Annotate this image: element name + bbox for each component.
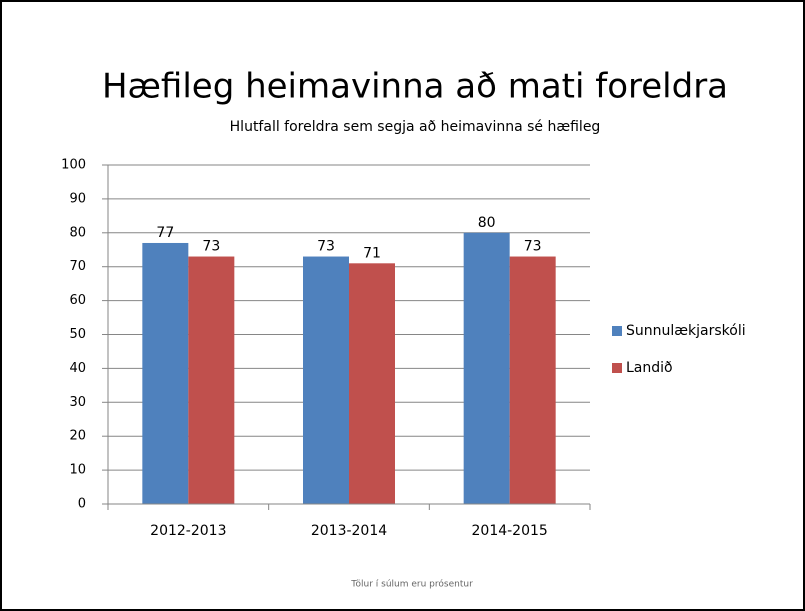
data-label: 73 (202, 239, 220, 255)
bar (463, 232, 510, 505)
y-tick-label: 90 (69, 191, 86, 206)
x-tick-label: 2012-2013 (150, 523, 226, 539)
chart-title: Hæfileg heimavinna að mati foreldra (102, 67, 728, 107)
data-label: 71 (363, 245, 381, 261)
data-label: 73 (524, 239, 542, 255)
y-tick-label: 80 (69, 225, 86, 240)
legend-swatch (612, 363, 622, 373)
y-tick-label: 50 (69, 327, 86, 342)
bar (303, 256, 349, 504)
data-label: 73 (317, 239, 335, 255)
legend-label: Landið (626, 360, 673, 376)
legend-label: Sunnulækjarskóli (626, 323, 746, 339)
x-tick-label: 2014-2015 (472, 523, 548, 539)
bar (349, 263, 395, 504)
y-tick-label: 0 (78, 497, 86, 512)
legend-swatch (612, 326, 622, 336)
y-tick-label: 20 (69, 429, 86, 444)
y-tick-label: 100 (61, 158, 86, 173)
bar (142, 242, 189, 504)
data-label: 80 (478, 215, 496, 231)
y-tick-label: 30 (69, 395, 86, 410)
data-label: 77 (156, 225, 174, 241)
x-tick-label: 2013-2014 (311, 523, 387, 539)
y-tick-label: 70 (69, 259, 86, 274)
chart-subtitle: Hlutfall foreldra sem segja að heimavinn… (230, 119, 601, 135)
bar (509, 256, 556, 504)
y-tick-label: 60 (69, 293, 86, 308)
bar (188, 256, 235, 504)
footnote: Tölur í súlum eru prósentur (350, 579, 473, 590)
y-tick-label: 10 (69, 463, 86, 478)
y-tick-label: 40 (69, 361, 86, 376)
